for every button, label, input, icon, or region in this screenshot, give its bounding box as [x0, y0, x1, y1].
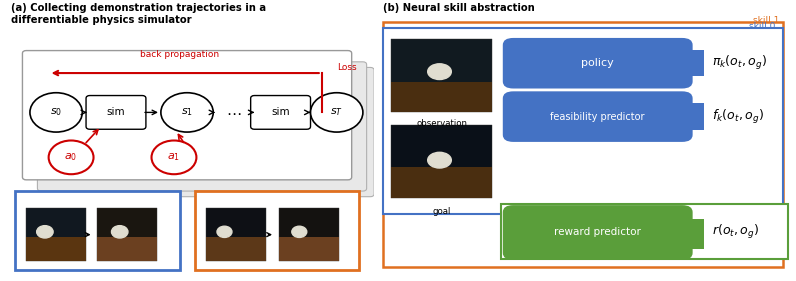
- Text: (a) Collecting demonstration trajectories in a
differentiable physics simulator: (a) Collecting demonstration trajectorie…: [11, 3, 267, 25]
- FancyBboxPatch shape: [279, 208, 338, 261]
- FancyBboxPatch shape: [689, 103, 704, 130]
- Text: (b) Neural skill abstraction: (b) Neural skill abstraction: [383, 3, 534, 13]
- Text: Loss: Loss: [337, 63, 357, 72]
- Text: skill 1: skill 1: [753, 16, 779, 25]
- Text: $\pi_k(o_t, o_g)$: $\pi_k(o_t, o_g)$: [712, 54, 767, 72]
- Text: $r(o_t, o_g)$: $r(o_t, o_g)$: [712, 223, 759, 241]
- Circle shape: [111, 226, 128, 238]
- Text: $s_1$: $s_1$: [181, 106, 193, 118]
- FancyBboxPatch shape: [97, 237, 157, 261]
- FancyBboxPatch shape: [391, 82, 492, 112]
- Text: $\cdots$: $\cdots$: [226, 105, 241, 120]
- FancyBboxPatch shape: [503, 205, 693, 260]
- Circle shape: [37, 226, 53, 238]
- FancyBboxPatch shape: [251, 96, 310, 129]
- Text: $f_k(o_t, o_g)$: $f_k(o_t, o_g)$: [712, 108, 763, 126]
- FancyBboxPatch shape: [205, 208, 266, 261]
- Text: goal: goal: [432, 207, 451, 216]
- Text: sim: sim: [271, 107, 290, 117]
- Circle shape: [427, 64, 451, 80]
- FancyBboxPatch shape: [37, 62, 367, 191]
- Text: back propagation: back propagation: [140, 50, 219, 59]
- Text: $a_1$: $a_1$: [167, 151, 181, 163]
- Circle shape: [161, 93, 213, 132]
- FancyBboxPatch shape: [501, 204, 787, 259]
- FancyBboxPatch shape: [45, 67, 374, 197]
- Text: sim: sim: [107, 107, 125, 117]
- FancyBboxPatch shape: [26, 208, 86, 261]
- Circle shape: [49, 140, 94, 174]
- Text: skill 0: skill 0: [748, 22, 775, 31]
- FancyBboxPatch shape: [15, 191, 180, 270]
- Text: policy: policy: [581, 58, 614, 68]
- FancyBboxPatch shape: [503, 38, 693, 89]
- FancyBboxPatch shape: [391, 167, 492, 198]
- FancyBboxPatch shape: [503, 91, 693, 142]
- FancyBboxPatch shape: [391, 125, 492, 198]
- Circle shape: [217, 226, 232, 237]
- Circle shape: [292, 226, 306, 237]
- Circle shape: [151, 140, 197, 174]
- Circle shape: [310, 93, 363, 132]
- Text: $a_0$: $a_0$: [64, 151, 78, 163]
- FancyBboxPatch shape: [383, 28, 783, 214]
- Text: reward predictor: reward predictor: [554, 227, 641, 237]
- FancyBboxPatch shape: [689, 219, 704, 249]
- FancyBboxPatch shape: [97, 208, 157, 261]
- Text: observation: observation: [416, 119, 467, 128]
- FancyBboxPatch shape: [86, 96, 146, 129]
- FancyBboxPatch shape: [26, 237, 86, 261]
- FancyBboxPatch shape: [391, 39, 492, 112]
- Circle shape: [30, 93, 82, 132]
- Circle shape: [427, 152, 451, 168]
- FancyBboxPatch shape: [279, 237, 338, 261]
- FancyBboxPatch shape: [194, 191, 359, 270]
- FancyBboxPatch shape: [205, 237, 266, 261]
- FancyBboxPatch shape: [689, 50, 704, 76]
- FancyBboxPatch shape: [22, 51, 352, 180]
- Text: feasibility predictor: feasibility predictor: [551, 112, 645, 122]
- Text: $s_T$: $s_T$: [330, 106, 343, 118]
- Text: $s_0$: $s_0$: [50, 106, 62, 118]
- FancyBboxPatch shape: [383, 22, 783, 267]
